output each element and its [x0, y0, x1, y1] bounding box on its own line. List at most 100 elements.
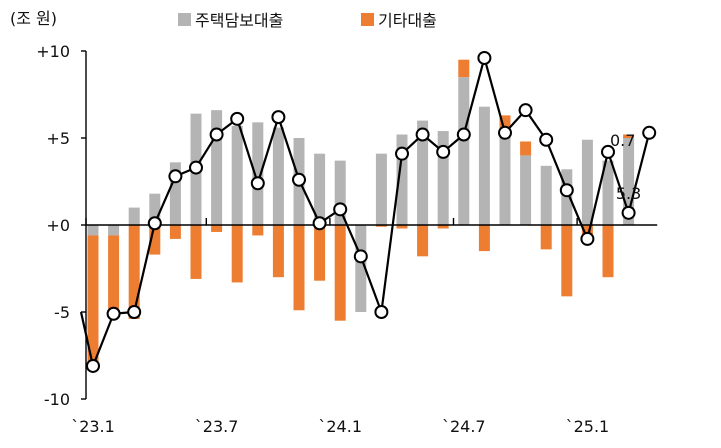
- other-loan-bar: [272, 225, 284, 278]
- mortgage-bar: [396, 134, 408, 225]
- other-loan-bar: [417, 225, 429, 257]
- total-point: [209, 127, 224, 142]
- total-point: [559, 183, 574, 198]
- x-tick-label: `23.1: [71, 417, 115, 436]
- total-point: [621, 205, 636, 220]
- mortgage-bar: [211, 110, 223, 225]
- total-point: [312, 216, 327, 231]
- mortgage-bar: [169, 162, 181, 225]
- y-tick-label: -10: [44, 390, 70, 409]
- other-loan-bar: [561, 225, 573, 297]
- mortgage-bar: [437, 131, 449, 225]
- y-tick-label: -5: [54, 303, 70, 322]
- other-loan-bar: [128, 225, 140, 319]
- mortgage-bar: [499, 129, 511, 225]
- other-loan-bar: [87, 235, 99, 365]
- other-loan-bar: [169, 225, 181, 239]
- other-loan-bar: [252, 225, 264, 236]
- mortgage-bar: [520, 155, 532, 225]
- legend-swatch-mortgage: [178, 13, 191, 26]
- other-loan-bar: [108, 235, 120, 314]
- other-loan-bar: [211, 225, 223, 232]
- other-loan-bar: [623, 134, 635, 138]
- total-point: [415, 127, 430, 142]
- other-loan-bar: [458, 59, 470, 78]
- total-point: [106, 306, 121, 321]
- y-axis: +10 +5 +0 -5 -10: [36, 42, 87, 409]
- total-point: [86, 358, 100, 373]
- total-point: [456, 127, 471, 142]
- total-point: [189, 160, 203, 175]
- x-tick-label: `24.7: [442, 417, 486, 436]
- total-point: [436, 144, 451, 159]
- x-tick-label: `24.1: [318, 417, 362, 436]
- mortgage-bar: [375, 153, 387, 225]
- total-point: [333, 202, 348, 217]
- other-loan-bar: [520, 141, 532, 156]
- mortgage-bar: [458, 77, 470, 225]
- total-point: [353, 249, 368, 264]
- legend-label-other: 기타대출: [378, 11, 437, 30]
- total-point: [127, 305, 142, 319]
- other-loan-bars: [87, 59, 635, 365]
- mortgage-bar: [623, 138, 635, 225]
- total-point: [147, 216, 162, 231]
- other-loan-bar: [540, 225, 552, 250]
- total-point: [498, 125, 512, 140]
- total-point: [292, 172, 306, 187]
- y-tick-label: +0: [46, 216, 70, 235]
- data-labels: 0.7 5.3: [610, 131, 641, 203]
- other-loan-bar: [334, 225, 346, 321]
- total-point: [250, 176, 265, 191]
- mortgage-bar: [272, 127, 284, 225]
- y-tick-label: +5: [46, 129, 70, 148]
- x-tick-label: `23.7: [195, 417, 239, 436]
- total-point: [395, 146, 409, 161]
- mortgage-bar: [417, 120, 429, 225]
- x-axis: `23.1 `23.7 `24.1 `24.7 `25.1: [71, 218, 658, 436]
- mortgage-bar: [87, 225, 99, 236]
- mortgage-bar: [540, 165, 552, 225]
- total-point: [642, 125, 657, 140]
- mortgage-bar: [355, 225, 367, 312]
- mortgage-bar: [581, 139, 593, 225]
- total-point: [477, 50, 492, 65]
- legend-label-mortgage: 주택담보대출: [195, 11, 283, 30]
- total-line-series: [79, 50, 657, 373]
- total-point: [230, 111, 245, 126]
- mortgage-bar: [334, 160, 346, 225]
- other-loan-bar: [437, 225, 449, 229]
- other-loan-bar: [314, 225, 326, 281]
- total-point: [374, 305, 389, 319]
- other-loan-bar: [581, 225, 593, 238]
- mortgage-bar: [231, 125, 243, 225]
- mortgage-bar: [149, 193, 161, 225]
- total-point: [271, 110, 286, 125]
- other-loan-bar: [231, 225, 243, 283]
- other-loan-bar: [375, 225, 387, 227]
- unit-label: (조 원): [10, 9, 57, 28]
- y-tick-label: +10: [36, 42, 70, 61]
- mortgage-bar: [602, 160, 614, 225]
- mortgage-bar: [314, 153, 326, 225]
- other-loan-bar: [396, 225, 408, 229]
- mortgage-bar: [478, 106, 490, 225]
- total-point: [580, 231, 595, 246]
- other-loan-bar: [149, 225, 161, 255]
- other-loan-bar: [499, 115, 511, 130]
- x-tick-label: `25.1: [566, 417, 610, 436]
- legend: 주택담보대출 기타대출: [178, 11, 437, 30]
- total-data-label: 5.3: [616, 184, 641, 203]
- total-point: [539, 132, 554, 147]
- other-loan-bar: [190, 225, 202, 279]
- other-loan-bar: [602, 225, 614, 278]
- legend-swatch-other: [361, 13, 374, 26]
- mortgage-bar: [252, 122, 264, 225]
- other-loan-bar: [293, 225, 305, 311]
- other-loan-bar: [478, 225, 490, 252]
- mortgage-bar: [108, 225, 120, 236]
- total-point: [168, 169, 183, 184]
- total-data-label: 0.7: [610, 131, 635, 150]
- mortgage-bar: [128, 207, 140, 225]
